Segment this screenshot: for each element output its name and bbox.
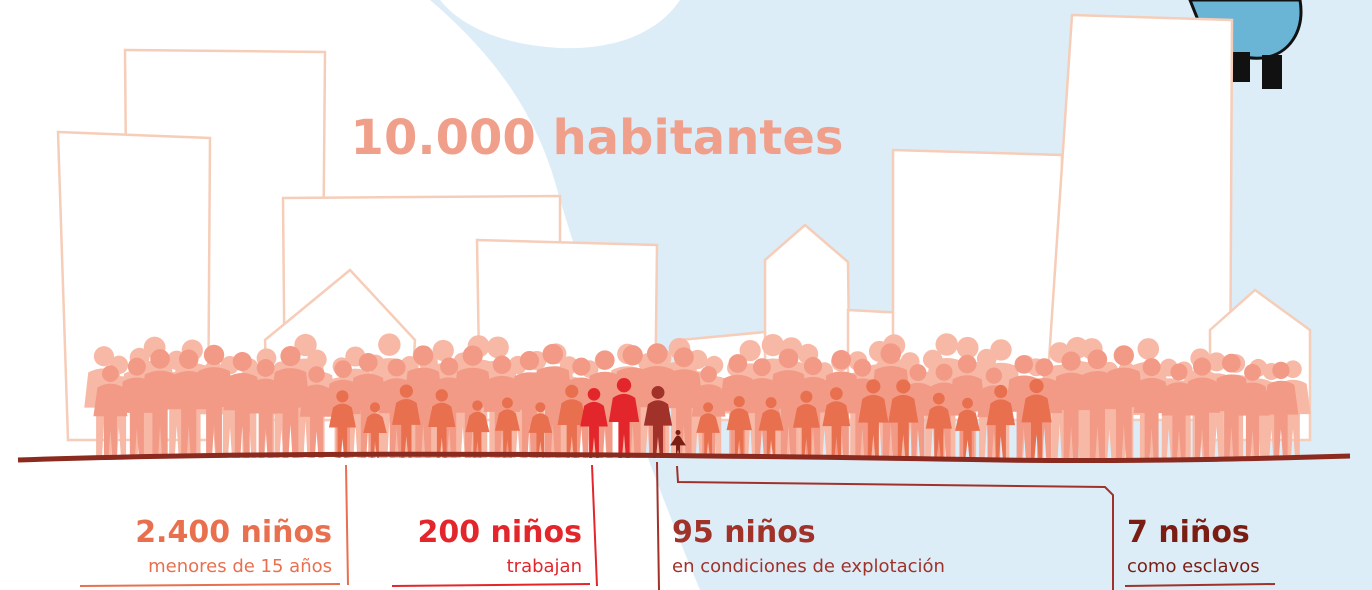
group-caption: menores de 15 años bbox=[148, 556, 332, 577]
group-caption: trabajan bbox=[507, 556, 582, 577]
title: 10.000 habitantes bbox=[351, 110, 844, 166]
infographic: 10.000 habitantes 2.400 niños menores de… bbox=[0, 0, 1372, 590]
group-count: 200 niños bbox=[417, 515, 582, 550]
page: {"title": "10.000 habitantes", "groups":… bbox=[0, 0, 1372, 590]
group-count: 7 niños bbox=[1127, 515, 1250, 550]
group-count: 2.400 niños bbox=[135, 515, 332, 550]
group-count: 95 niños bbox=[672, 515, 816, 550]
group-caption: como esclavos bbox=[1127, 556, 1260, 577]
group-caption: en condiciones de explotación bbox=[672, 556, 945, 577]
